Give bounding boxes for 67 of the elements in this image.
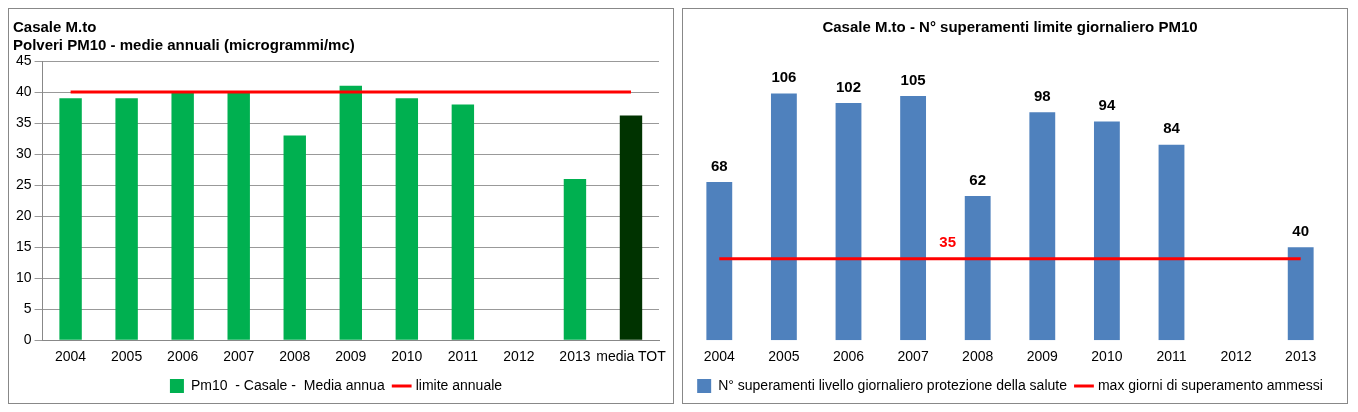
x-tick-label: 2007	[897, 348, 929, 365]
bar	[770, 93, 797, 341]
bar	[1287, 247, 1314, 341]
data-label: 62	[969, 170, 987, 188]
x-tick-label: 2013	[1285, 348, 1317, 365]
legend-label: limite annuale	[415, 376, 503, 393]
x-tick-label: media TOT	[596, 348, 667, 365]
bar	[171, 92, 194, 340]
bar	[835, 102, 862, 341]
bar	[619, 115, 643, 340]
bar	[115, 98, 138, 340]
x-tick-label: 2005	[768, 348, 800, 365]
x-tick-label: 2004	[703, 348, 736, 365]
x-tick-label: 2012	[503, 348, 535, 365]
data-label: 105	[900, 70, 926, 88]
data-label: 84	[1163, 119, 1181, 137]
y-tick-label: 5	[23, 300, 32, 317]
y-tick-label: 35	[15, 113, 32, 130]
x-tick-label: 2005	[111, 348, 143, 365]
data-label: 40	[1292, 221, 1310, 239]
bar	[563, 178, 587, 340]
y-tick-label: 40	[15, 82, 32, 99]
y-tick-label: 0	[23, 331, 32, 348]
y-tick-label: 30	[15, 144, 32, 161]
legend-label: Pm10 - Casale - Media annua	[190, 376, 385, 393]
legend-label: N° superamenti livello giornaliero protezione della salute	[718, 376, 1068, 393]
y-tick-label: 20	[15, 206, 32, 223]
x-tick-label: 2010	[391, 348, 423, 365]
bar	[1158, 144, 1185, 341]
y-tick-label: 15	[15, 237, 32, 254]
x-tick-label: 2013	[559, 348, 591, 365]
bar	[339, 85, 362, 340]
bar	[1093, 121, 1120, 341]
bar	[395, 98, 419, 340]
y-tick-label: 10	[15, 269, 32, 286]
chart-title: Casale M.to - N° superamenti limite giornaliero PM10	[822, 18, 1198, 36]
y-tick-label: 25	[15, 175, 32, 192]
x-tick-label: 2011	[1156, 348, 1187, 365]
data-label: 68	[710, 156, 728, 174]
x-tick-label: 2010	[1091, 348, 1123, 365]
data-label: 98	[1033, 86, 1051, 104]
data-label: 106	[771, 68, 797, 86]
x-tick-label: 2008	[279, 348, 311, 365]
x-tick-label: 2012	[1220, 348, 1252, 365]
bar	[227, 92, 250, 340]
x-tick-label: 2004	[55, 348, 87, 365]
x-tick-label: 2008	[962, 348, 994, 365]
chart-subtitle: Polveri PM10 - medie annuali (microgrammi/mc)	[13, 36, 355, 54]
bar	[1029, 112, 1056, 341]
x-tick-label: 2009	[335, 348, 367, 365]
bar	[283, 135, 306, 340]
chart-title: Casale M.to	[13, 18, 97, 36]
data-label: 94	[1098, 96, 1116, 114]
data-label: 35	[939, 233, 957, 251]
x-tick-label: 2006	[832, 348, 865, 365]
bar	[900, 95, 927, 341]
x-tick-label: 2007	[223, 348, 255, 365]
x-tick-label: 2011	[447, 348, 479, 365]
bar	[706, 181, 733, 341]
legend-label: max giorni di superamento ammessi	[1097, 376, 1323, 393]
bar	[451, 104, 475, 340]
x-tick-label: 2009	[1026, 348, 1059, 365]
data-label: 102	[835, 77, 862, 95]
bar	[59, 98, 82, 340]
y-tick-label: 45	[15, 51, 32, 68]
bar	[964, 195, 991, 341]
x-tick-label: 2006	[167, 348, 199, 365]
